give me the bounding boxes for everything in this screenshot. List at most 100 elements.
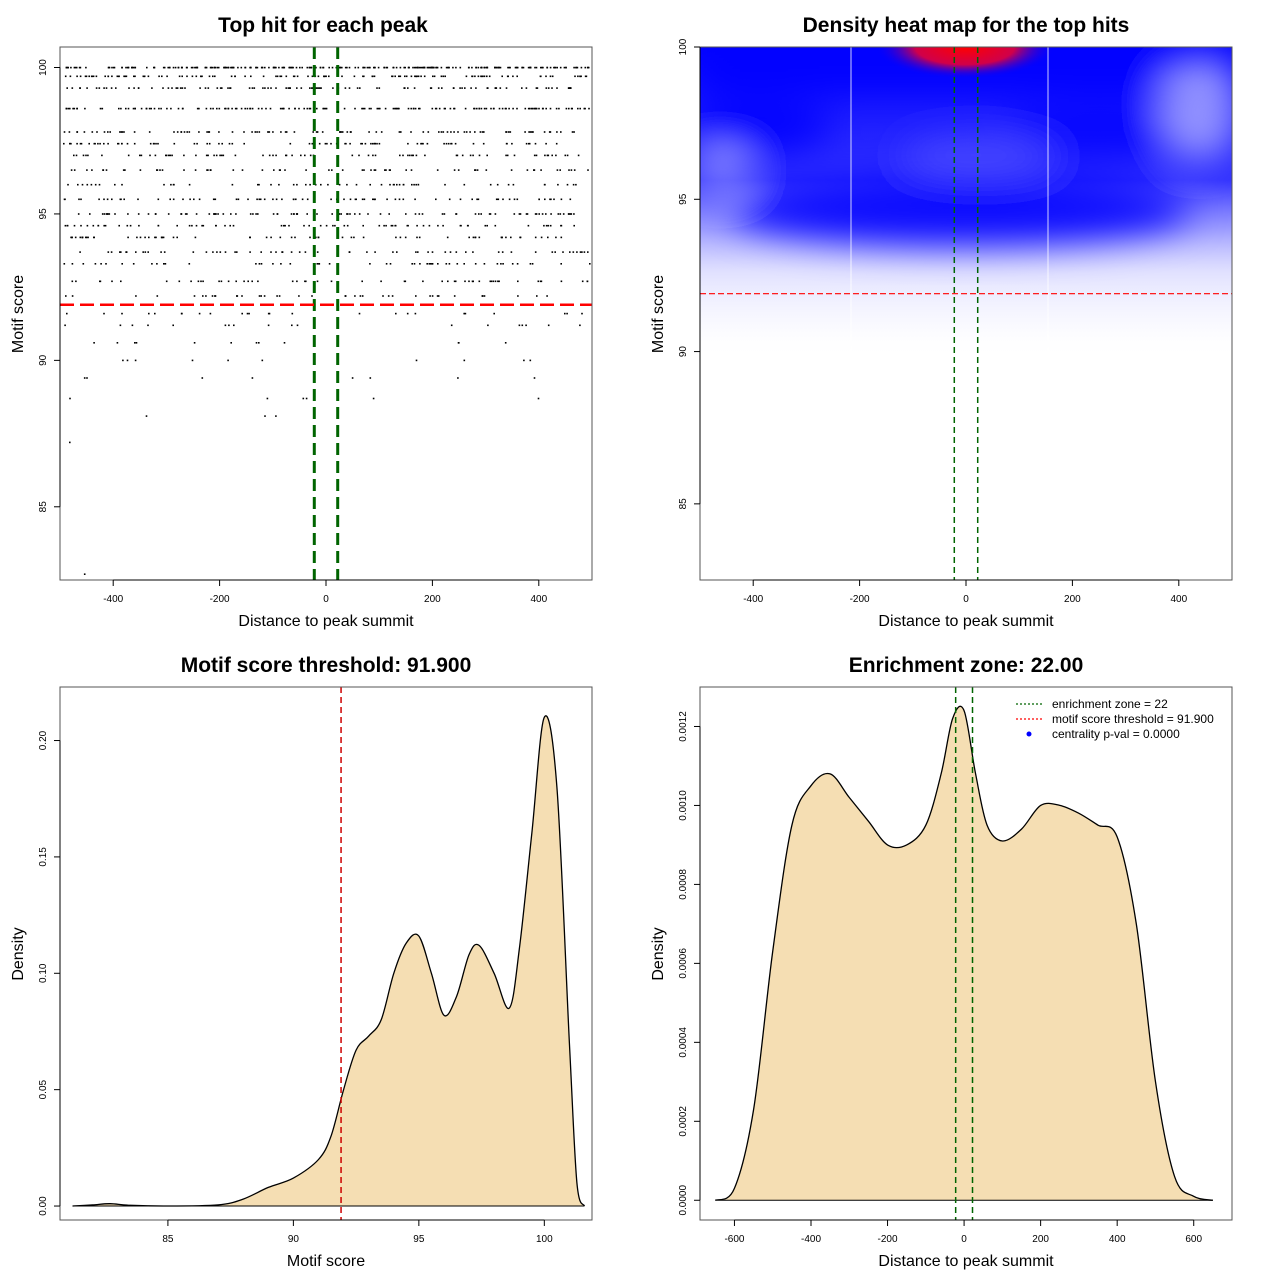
scatter-point — [146, 66, 148, 69]
scatter-point — [505, 87, 508, 89]
scatter-point — [128, 87, 130, 89]
scatter-point — [486, 75, 488, 78]
scatter-point — [340, 213, 342, 215]
scatter-point — [535, 66, 538, 69]
scatter-point — [547, 224, 550, 227]
scatter-point — [122, 359, 124, 362]
distance-density-y-tick-label: 0.0012 — [678, 711, 689, 742]
distance-density-x-axis: -600 -400 -200 0 200 400 600 — [724, 1219, 1203, 1245]
scatter-point — [275, 66, 277, 69]
scatter-point — [195, 154, 197, 157]
scatter-point — [350, 131, 352, 133]
scatter-point — [127, 213, 129, 215]
score-density-x-tick-label: 90 — [288, 1234, 300, 1245]
scatter-point — [133, 87, 135, 89]
scatter-point — [83, 131, 86, 133]
scatter-title: Top hit for each peak — [218, 14, 428, 37]
scatter-point — [251, 107, 254, 110]
scatter-point — [167, 213, 170, 215]
scatter-point — [225, 107, 227, 110]
scatter-point — [426, 66, 429, 69]
scatter-point — [405, 75, 408, 78]
scatter-point — [474, 75, 476, 78]
scatter-point — [304, 251, 307, 253]
scatter-point — [118, 224, 120, 227]
scatter-point — [565, 107, 568, 110]
scatter-point — [409, 154, 411, 157]
scatter-point — [276, 75, 279, 78]
scatter-point — [488, 75, 491, 78]
scatter-x-axis: -400 -200 0 200 400 — [103, 579, 548, 605]
scatter-point — [330, 142, 332, 145]
scatter-point — [532, 131, 534, 133]
scatter-point — [557, 213, 560, 215]
scatter-point — [316, 263, 319, 265]
scatter-point — [496, 183, 499, 186]
scatter-point — [541, 66, 543, 69]
scatter-point — [483, 75, 486, 78]
scatter-point — [295, 198, 297, 201]
scatter-point — [442, 131, 445, 133]
scatter-point — [560, 280, 563, 283]
scatter-point — [134, 66, 137, 69]
scatter-point — [483, 66, 485, 69]
scatter-point — [583, 251, 586, 253]
scatter-point — [429, 295, 431, 297]
scatter-point — [363, 169, 365, 171]
scatter-point — [344, 295, 347, 297]
distance-density-curve — [714, 705, 1214, 1201]
scatter-point — [457, 377, 459, 379]
scatter-point — [445, 66, 448, 69]
scatter-point — [357, 66, 360, 69]
scatter-point — [104, 224, 107, 227]
scatter-point — [290, 251, 293, 253]
scatter-point — [254, 131, 257, 133]
scatter-point — [207, 154, 209, 157]
scatter-point — [343, 224, 346, 227]
scatter-point — [275, 75, 277, 78]
scatter-point — [541, 213, 544, 215]
scatter-point — [458, 342, 460, 344]
distance-density-y-label: Density — [650, 927, 667, 980]
scatter-point — [191, 75, 194, 78]
scatter-point — [487, 324, 489, 327]
scatter-point — [452, 66, 454, 69]
scatter-point — [303, 107, 305, 110]
scatter-point — [453, 131, 455, 133]
scatter-point — [117, 75, 120, 78]
scatter-point — [513, 213, 516, 215]
scatter-point — [79, 142, 82, 145]
scatter-point — [71, 263, 74, 265]
scatter-point — [323, 107, 325, 110]
scatter-point — [353, 75, 356, 78]
scatter-point — [284, 131, 287, 133]
scatter-point — [414, 75, 416, 78]
scatter-point — [345, 142, 347, 145]
scatter-point — [498, 280, 500, 283]
scatter-point — [94, 183, 97, 186]
scatter-point — [301, 66, 303, 69]
scatter-point — [240, 107, 243, 110]
scatter-point — [487, 87, 489, 89]
scatter-point — [444, 183, 446, 186]
scatter-point — [135, 295, 137, 297]
scatter-point — [435, 198, 437, 201]
scatter-point — [206, 131, 208, 133]
scatter-point — [315, 87, 317, 89]
scatter-point — [444, 75, 446, 78]
scatter-point — [402, 154, 404, 157]
scatter-point — [584, 66, 587, 69]
scatter-point — [447, 142, 450, 145]
scatter-point — [545, 224, 548, 227]
scatter-point — [261, 107, 263, 110]
scatter-point — [495, 87, 498, 89]
scatter-point — [289, 66, 291, 69]
scatter-point — [587, 251, 589, 253]
scatter-point — [399, 236, 402, 239]
scatter-point — [448, 66, 450, 69]
scatter-point — [171, 87, 173, 89]
scatter-point — [395, 312, 397, 315]
scatter-point — [66, 87, 68, 89]
scatter-point — [374, 251, 376, 253]
scatter-point — [294, 236, 296, 239]
